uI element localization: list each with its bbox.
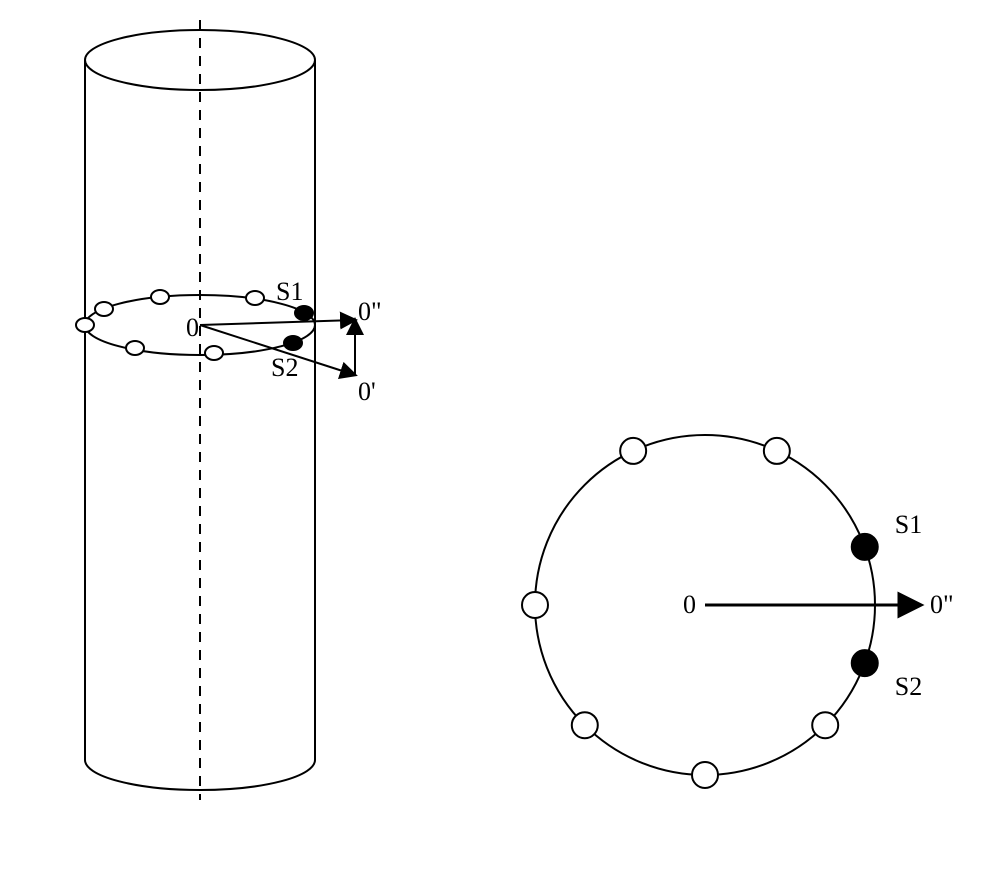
svg-text:0": 0" xyxy=(930,590,954,619)
svg-text:0': 0' xyxy=(358,377,376,406)
topview-marker-empty xyxy=(764,438,790,464)
svg-text:0: 0 xyxy=(186,313,199,342)
topview-marker-empty xyxy=(620,438,646,464)
topview-marker-filled xyxy=(852,650,878,676)
ring-marker-filled xyxy=(295,306,313,320)
ring-marker-empty xyxy=(246,291,264,305)
ring-marker-empty xyxy=(76,318,94,332)
ring-marker-empty xyxy=(205,346,223,360)
svg-text:S2: S2 xyxy=(895,672,922,701)
svg-text:0: 0 xyxy=(683,590,696,619)
ring-marker-filled xyxy=(284,336,302,350)
topview-marker-empty xyxy=(692,762,718,788)
diagram-svg: S1 S2 0 0' 0" 0" 0 S1 S2 xyxy=(0,0,1000,870)
svg-text:S1: S1 xyxy=(895,510,922,539)
svg-text:S1: S1 xyxy=(276,277,303,306)
ring-marker-empty xyxy=(151,290,169,304)
topview-marker-empty xyxy=(812,712,838,738)
topview-marker-empty xyxy=(572,712,598,738)
vector-o-double-prime xyxy=(200,320,355,325)
topview-marker-filled xyxy=(852,534,878,560)
ring-marker-empty xyxy=(126,341,144,355)
svg-text:S2: S2 xyxy=(271,353,298,382)
svg-text:0": 0" xyxy=(358,297,382,326)
topview-marker-empty xyxy=(522,592,548,618)
ring-marker-empty xyxy=(95,302,113,316)
